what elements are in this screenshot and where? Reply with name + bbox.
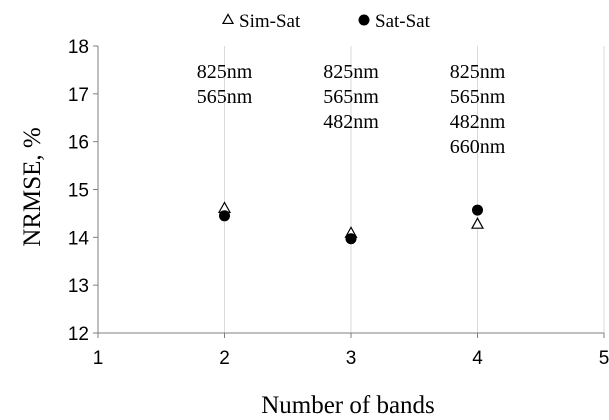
annotation-line: 660nm bbox=[450, 136, 506, 158]
legend-item: Sat-Sat bbox=[358, 11, 431, 32]
series-sat-sat bbox=[219, 204, 483, 245]
legend-item: Sim-Sat bbox=[221, 11, 301, 32]
x-tick-label: 3 bbox=[346, 348, 357, 369]
y-axis-title: NRMSE, % bbox=[19, 127, 46, 246]
y-tick-label: 15 bbox=[68, 181, 89, 202]
data-points bbox=[217, 201, 485, 245]
legend-triangle-marker bbox=[221, 13, 235, 25]
legend-label: Sat-Sat bbox=[375, 11, 431, 32]
band-annotations: 825nm 565nm 825nm 565nm 482nm 825nm 565nm 482nm… bbox=[197, 61, 506, 158]
triangle-point bbox=[470, 217, 485, 229]
annotation-line: 482nm bbox=[450, 111, 506, 133]
x-tick-label: 5 bbox=[599, 348, 609, 369]
y-tick-label: 13 bbox=[68, 276, 89, 297]
y-tick-label: 16 bbox=[68, 133, 89, 154]
legend-label: Sim-Sat bbox=[239, 11, 301, 32]
annotation-line: 825nm bbox=[450, 61, 506, 83]
annotation-line: 565nm bbox=[197, 86, 253, 108]
y-tick-label: 17 bbox=[68, 85, 89, 106]
annotation-line: 825nm bbox=[323, 61, 379, 83]
y-tick-label: 14 bbox=[68, 228, 90, 249]
annotation-line: 482nm bbox=[323, 111, 379, 133]
x-axis-title: Number of bands bbox=[261, 392, 435, 419]
x-tick-label: 4 bbox=[472, 348, 483, 369]
circle-point bbox=[219, 210, 230, 222]
annotation-x-3: 825nm 565nm 482nm bbox=[323, 61, 379, 133]
legend: Sim-Sat Sat-Sat bbox=[221, 11, 431, 32]
annotation-line: 565nm bbox=[323, 86, 379, 108]
y-tick-label: 12 bbox=[68, 324, 89, 345]
axes bbox=[93, 45, 605, 338]
legend-circle-marker bbox=[358, 14, 370, 26]
x-tick-label: 2 bbox=[219, 348, 230, 369]
grid-lines bbox=[224, 46, 605, 333]
circle-point bbox=[472, 204, 483, 216]
annotation-x-4: 825nm 565nm 482nm 660nm bbox=[450, 61, 506, 158]
annotation-line: 825nm bbox=[197, 61, 253, 83]
circle-point bbox=[345, 233, 357, 245]
annotation-x-2: 825nm 565nm bbox=[197, 61, 253, 108]
x-tick-label: 1 bbox=[93, 348, 104, 369]
annotation-line: 565nm bbox=[450, 86, 506, 108]
y-tick-label: 18 bbox=[68, 37, 89, 58]
